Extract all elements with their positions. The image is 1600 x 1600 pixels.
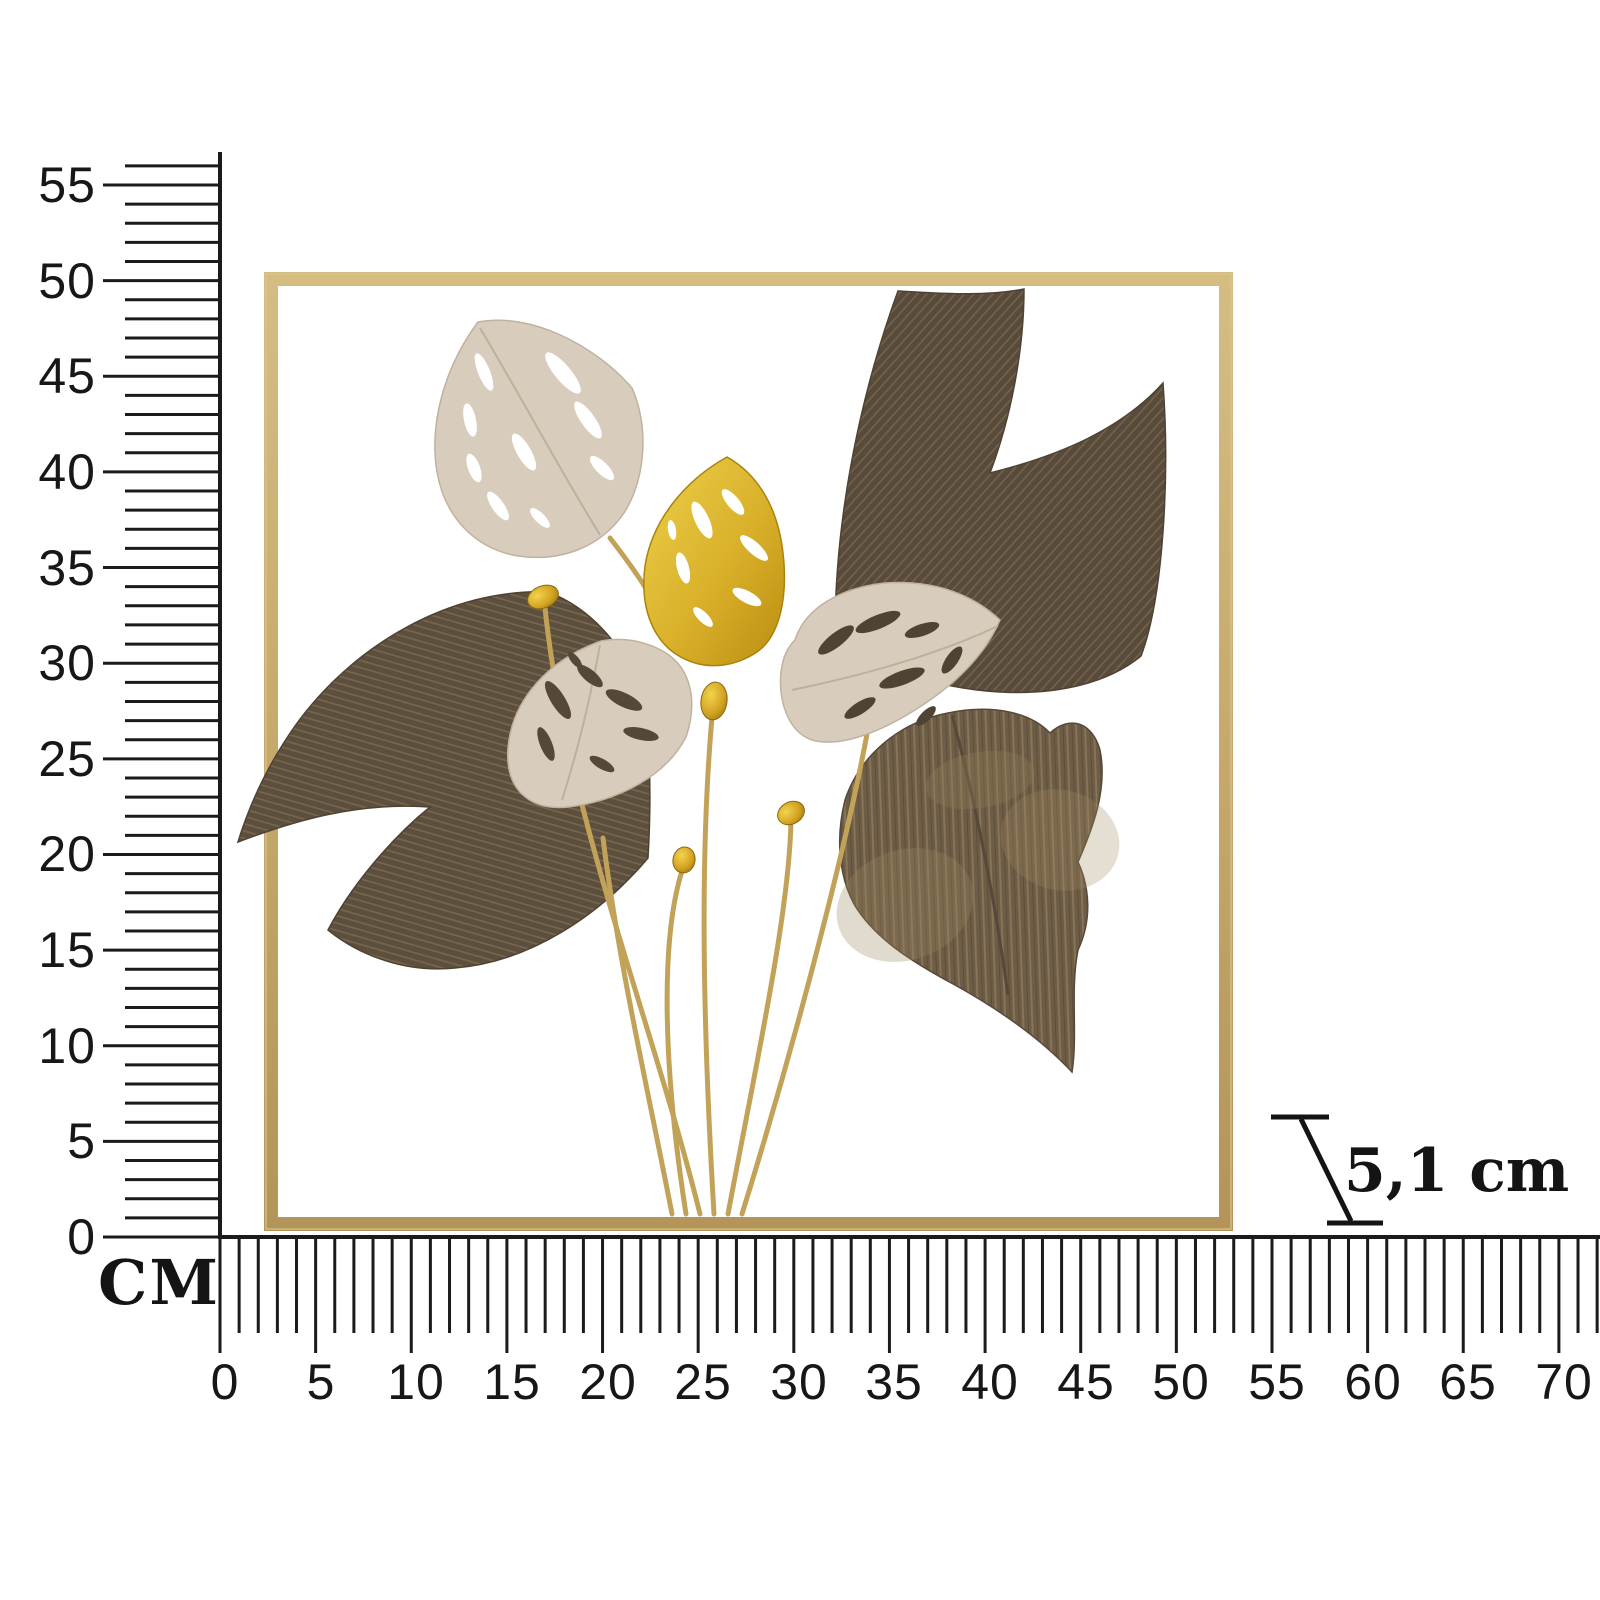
berry (527, 584, 559, 610)
monstera-leaf-top-left-cream (434, 319, 644, 559)
vertical-ruler-label: 20 (38, 826, 96, 882)
horizontal-ruler-label: 30 (770, 1354, 828, 1410)
horizontal-ruler-label: 40 (961, 1354, 1019, 1410)
vertical-ruler-ticks (103, 152, 222, 1239)
horizontal-ruler-label: 25 (674, 1354, 732, 1410)
vertical-ruler-label: 25 (38, 731, 96, 787)
gold-berries (527, 584, 805, 874)
horizontal-ruler-label: 0 (210, 1354, 240, 1410)
frame (264, 272, 1233, 1231)
horizontal-ruler-label: 55 (1248, 1354, 1306, 1410)
frame-highlight (265, 273, 1232, 1230)
horizontal-ruler-label: 65 (1439, 1354, 1497, 1410)
horizontal-ruler-label: 45 (1057, 1354, 1115, 1410)
horizontal-ruler-label: 20 (579, 1354, 637, 1410)
depth-indicator-label: 5,1 cm (1344, 1136, 1570, 1206)
horizontal-ruler-ticks (218, 1235, 1600, 1353)
vertical-ruler-label: 30 (38, 635, 96, 691)
vertical-ruler-label: 35 (38, 540, 96, 596)
berry (777, 800, 805, 826)
vertical-ruler-label: 0 (67, 1209, 96, 1265)
horizontal-ruler-label: 60 (1344, 1354, 1402, 1410)
heart-leaf-bottom-right (836, 708, 1120, 1074)
horizontal-ruler-label: 50 (1152, 1354, 1210, 1410)
vertical-ruler-label: 15 (38, 922, 96, 978)
vertical-ruler-label: 45 (38, 348, 96, 404)
vertical-ruler-label: 40 (38, 444, 96, 500)
berry (700, 681, 728, 721)
vertical-ruler-label: 55 (38, 157, 96, 213)
vertical-ruler-label: 50 (38, 253, 96, 309)
horizontal-ruler-label: 70 (1535, 1354, 1593, 1410)
monstera-leaf-center-cream (507, 638, 693, 809)
berry (672, 846, 696, 874)
vertical-ruler-label: 10 (38, 1018, 96, 1074)
monstera-leaf-right-cream (779, 581, 1001, 743)
horizontal-ruler-label: 5 (306, 1354, 336, 1410)
ruler-unit-label: CM (98, 1246, 220, 1319)
horizontal-ruler-label: 15 (483, 1354, 541, 1410)
horizontal-ruler-label: 35 (865, 1354, 923, 1410)
depth-indicator-mark (1271, 1114, 1383, 1226)
vertical-ruler-label: 5 (67, 1113, 96, 1169)
monstera-leaf-gold (643, 456, 786, 667)
horizontal-ruler-label: 10 (387, 1354, 445, 1410)
